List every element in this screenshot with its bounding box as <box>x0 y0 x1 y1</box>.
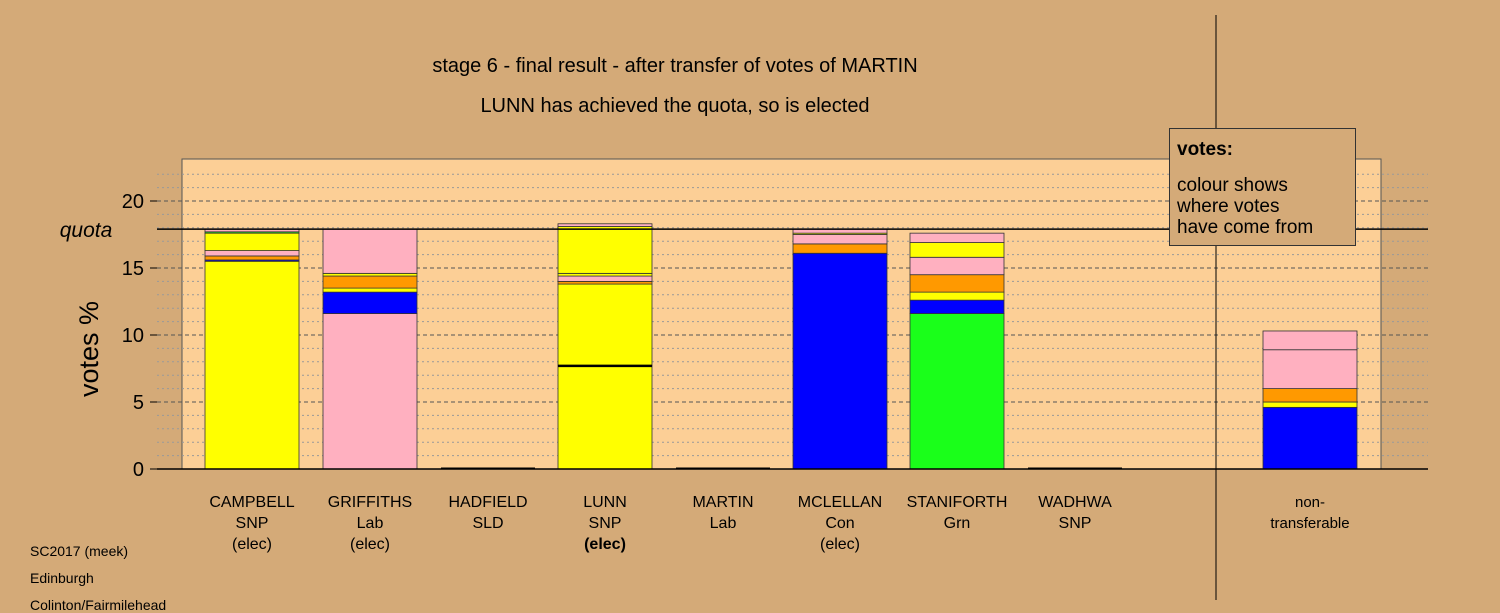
x-tick-label: WADHWA <box>1038 494 1112 511</box>
x-tick-label: MCLELLAN <box>798 494 882 511</box>
x-tick-label: SNP <box>1059 515 1092 532</box>
bar-segment <box>322 272 418 277</box>
bar-segment <box>557 365 653 470</box>
x-tick-label: (elec) <box>350 536 390 553</box>
y-axis-label: votes % <box>74 301 104 397</box>
x-tick-label: Lab <box>710 515 737 532</box>
legend: votes: colour shows where votes have com… <box>1169 128 1356 246</box>
bar-segment <box>322 287 418 293</box>
bar-segment <box>557 223 653 227</box>
legend-title: votes: <box>1177 139 1233 160</box>
legend-line-1: colour shows <box>1177 175 1288 196</box>
x-tick-label: HADFIELD <box>448 494 527 511</box>
bar-segment <box>792 234 888 245</box>
bar-segment <box>909 242 1005 258</box>
bar-segment <box>557 226 653 274</box>
bar-segment <box>909 256 1005 276</box>
bar-segment <box>557 283 653 367</box>
x-tick-label: Con <box>825 515 854 532</box>
x-tick-label: STANIFORTH <box>907 494 1008 511</box>
x-tick-label: SNP <box>589 515 622 532</box>
bar-segment <box>1262 388 1358 403</box>
x-tick-label: non- <box>1295 494 1325 511</box>
x-tick-label: (elec) <box>232 536 272 553</box>
footer-council: Edinburgh <box>30 570 94 586</box>
bar-segment <box>1262 406 1358 470</box>
bar-segment <box>322 228 418 274</box>
footer-election: SC2017 (meek) <box>30 543 129 559</box>
y-tick-label: 5 <box>133 392 144 414</box>
bar-segment <box>1262 330 1358 351</box>
x-tick-label: GRIFFITHS <box>328 494 412 511</box>
legend-line-3: have come from <box>1177 217 1314 238</box>
chart-subtitle: LUNN has achieved the quota, so is elect… <box>480 95 870 117</box>
y-tick-label: 15 <box>122 258 144 280</box>
bar-segment <box>557 272 653 277</box>
bar-segment <box>204 255 300 261</box>
bar-segment <box>909 299 1005 314</box>
bar-segment <box>792 252 888 470</box>
bar-segment <box>792 243 888 254</box>
chart: 0 5 10 15 20 votes % quota CAMPBELL SNP (elec) GRI… <box>60 15 1428 600</box>
bar-segment <box>909 291 1005 301</box>
x-tick-label: (elec) <box>584 536 626 553</box>
x-tick-label: Lab <box>357 515 384 532</box>
bar-segment <box>909 274 1005 293</box>
bar-segment <box>909 232 1005 243</box>
chart-title: stage 6 - final result - after transfer … <box>432 55 918 77</box>
legend-line-2: where votes <box>1177 196 1280 217</box>
footer-ward: Colinton/Fairmilehead <box>30 597 167 613</box>
bar-segment <box>322 313 418 470</box>
x-tick-label: LUNN <box>583 494 627 511</box>
bar-segment <box>909 313 1005 470</box>
bar-segment <box>322 291 418 314</box>
bar-segment <box>322 275 418 289</box>
y-tick-label: 10 <box>122 325 144 347</box>
bar-segment <box>557 275 653 282</box>
bar-segment <box>1262 349 1358 389</box>
x-tick-label: SNP <box>236 515 269 532</box>
bar-segment <box>1262 401 1358 408</box>
y-tick-label: 0 <box>133 459 144 481</box>
quota-label: quota <box>60 219 113 242</box>
x-tick-label: SLD <box>472 515 503 532</box>
x-tick-label: CAMPBELL <box>209 494 294 511</box>
bar-segment <box>557 280 653 285</box>
x-tick-label: Grn <box>944 515 971 532</box>
x-tick-label: transferable <box>1270 515 1349 532</box>
bar-segment <box>204 232 300 251</box>
bar-segment <box>204 250 300 257</box>
y-tick-label: 20 <box>122 191 144 213</box>
x-tick-label: (elec) <box>820 536 860 553</box>
x-tick-label: MARTIN <box>692 494 753 511</box>
bar-segment <box>204 260 300 470</box>
